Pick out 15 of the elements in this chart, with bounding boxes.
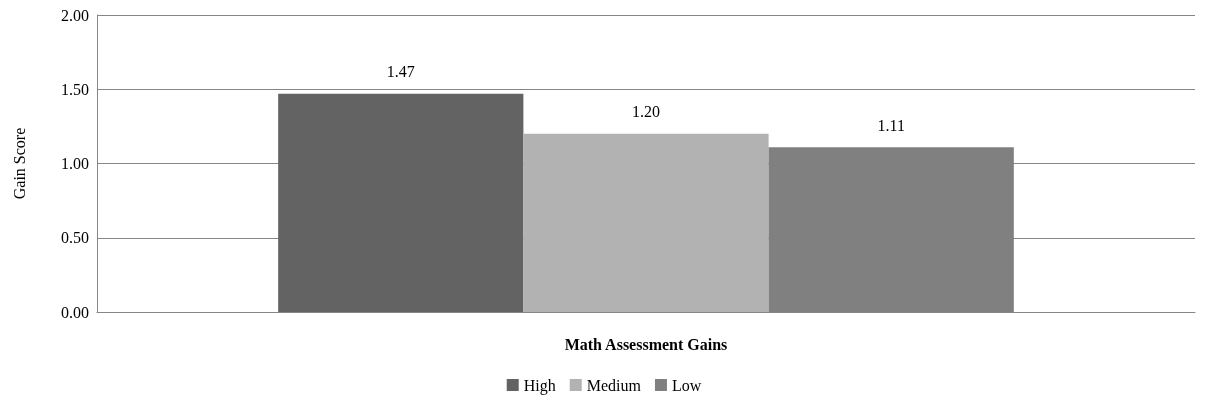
y-tick-label: 1.50 — [61, 80, 89, 98]
legend-label: High — [523, 376, 556, 395]
data-label: 1.11 — [877, 116, 905, 134]
bar — [523, 133, 769, 312]
y-tick-label: 1.00 — [61, 155, 89, 172]
legend-label: Medium — [586, 376, 642, 394]
y-tick-label: 0.50 — [61, 229, 89, 247]
x-tick-label: Math Assessment Gains — [564, 335, 728, 353]
bar — [278, 93, 524, 312]
legend-label: Low — [671, 376, 702, 394]
data-label: 1.47 — [386, 63, 415, 81]
y-tick-label: 2.00 — [61, 6, 89, 24]
y-tick-label: 0.00 — [61, 303, 89, 321]
data-label: 1.20 — [632, 103, 660, 121]
y-axis-title: Gain Score — [10, 127, 28, 200]
